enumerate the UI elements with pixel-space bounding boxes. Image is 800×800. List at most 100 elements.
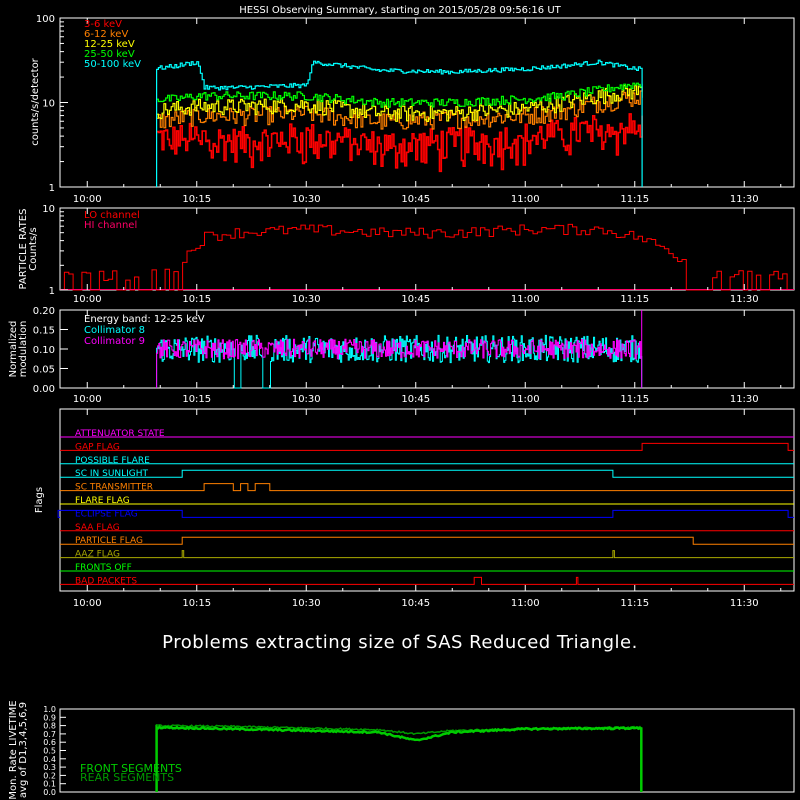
- panel2-xlabel-4: 11:00: [511, 294, 540, 305]
- panel5-ylabel-line1: Mon. Rate LIVETIME: [8, 700, 19, 799]
- panel2-xlabel-5: 11:15: [620, 294, 649, 305]
- panel3-xlabel-0: 10:00: [73, 394, 102, 405]
- panel4-xlabel-2: 10:30: [292, 598, 321, 609]
- series-line-50-100-kev: [156, 59, 643, 187]
- panel1-xlabel-4: 11:00: [511, 194, 540, 205]
- legend-rear-segments: REAR SEGMENTS: [80, 771, 174, 784]
- panel1-ylabel-tick-0: 1: [49, 183, 55, 194]
- panel4-xlabel-3: 10:45: [401, 598, 430, 609]
- series-line-rear-segments: [155, 724, 643, 792]
- panel3-ylabel-tick-3: 0.15: [33, 326, 55, 337]
- flag-line-aaz-flag: [60, 550, 794, 559]
- panel2-ylabel-tick-1: 10: [42, 204, 55, 215]
- series-line-25-50-kev: [156, 82, 643, 108]
- panel3-xlabel-3: 10:45: [401, 394, 430, 405]
- panel5-ylabel-tick-9: 0.9: [43, 713, 56, 722]
- panel2-xlabel-6: 11:30: [730, 294, 759, 305]
- panel3-energy-band: Energy band: 12-25 keV: [84, 314, 205, 325]
- legend-12-25-kev: 12-25 keV: [84, 39, 135, 50]
- panel-count-rates: 1 10 100 10:00 10:15 10:30 10:45 11:00 11:15 11:…: [30, 14, 795, 205]
- panel4-xlabel-0: 10:00: [73, 598, 102, 609]
- panel3-xlabel-4: 11:00: [511, 394, 540, 405]
- panel5-ylabel-tick-2: 0.2: [43, 771, 56, 780]
- panel-livetime: 0.00.10.20.30.40.50.60.70.80.91.0 Mon. R…: [8, 700, 795, 800]
- legend-collimator-9: Collimator 9: [84, 336, 145, 347]
- sas-error-message: Problems extracting size of SAS Reduced …: [162, 632, 638, 653]
- series-line-collimator-8: [156, 334, 643, 389]
- flag-line-bad-packets: [60, 576, 794, 585]
- flag-label-flare-flag: FLARE FLAG: [75, 496, 130, 506]
- panel2-ylabel: PARTICLE RATESCounts/s: [18, 209, 39, 290]
- panel1-ylabel: counts/s/detector: [30, 57, 41, 145]
- panel1-xlabel-0: 10:00: [73, 194, 102, 205]
- panel3-xlabel-5: 11:15: [620, 394, 649, 405]
- panel3-ylabel: Normalizedmodulation: [8, 321, 29, 378]
- panel4-frame: [59, 408, 795, 592]
- legend-collimator-8: Collimator 8: [84, 325, 145, 336]
- panel5-ylabel-tick-4: 0.4: [43, 755, 56, 764]
- panel3-xlabel-6: 11:30: [730, 394, 759, 405]
- panel1-ylabel-tick-1: 10: [42, 99, 55, 110]
- panel4-xlabel-6: 11:30: [730, 598, 759, 609]
- panel1-xlabel-1: 10:15: [182, 194, 211, 205]
- flag-label-eclipse-flag: ECLIPSE FLAG: [75, 509, 138, 519]
- panel2-frame: [59, 207, 795, 291]
- panel-flags: ATTENUATOR STATE GAP FLAG POSSIBLE FLARE SC…: [34, 408, 795, 609]
- series-line-12-25-kev: [156, 85, 643, 122]
- series-line-collimator-9: [156, 310, 643, 388]
- flag-label-sc-in-sunlight: SC IN SUNLIGHT: [75, 469, 149, 479]
- panel4-xlabel-4: 11:00: [511, 598, 540, 609]
- panel1-xlabel-5: 11:15: [620, 194, 649, 205]
- panel5-ylabel-tick-6: 0.6: [43, 738, 56, 747]
- panel1-xlabel-6: 11:30: [730, 194, 759, 205]
- flag-line-eclipse-flag: [57, 509, 794, 518]
- panel5-ylabel: Mon. Rate LIVETIMEavg of D1,3,4,5,6,9: [8, 700, 29, 799]
- flag-label-bad-packets: BAD PACKETS: [75, 576, 137, 586]
- flag-label-particle-flag: PARTICLE FLAG: [75, 536, 143, 546]
- series-line-3-6-kev: [156, 113, 643, 173]
- panel3-xlabel-1: 10:15: [182, 394, 211, 405]
- panel2-ylabel-tick-0: 1: [49, 286, 55, 297]
- panel4-ylabel: Flags: [34, 487, 45, 513]
- flag-label-saa-flag: SAA FLAG: [75, 523, 120, 533]
- panel5-ylabel-tick-3: 0.3: [43, 763, 56, 772]
- panel4-xlabel-5: 11:15: [620, 598, 649, 609]
- flag-label-fronts-off: FRONTS OFF: [75, 563, 132, 573]
- flag-label-attenuator-state: ATTENUATOR STATE: [75, 429, 165, 439]
- panel4-xlabel-1: 10:15: [182, 598, 211, 609]
- panel5-ylabel-tick-1: 0.1: [43, 780, 56, 789]
- panel3-ylabel-tick-4: 0.20: [33, 306, 55, 317]
- flag-label-aaz-flag: AAZ FLAG: [75, 550, 120, 560]
- panel3-ylabel-line1: Normalized: [8, 321, 19, 378]
- flag-line-gap-flag: [60, 442, 794, 451]
- legend-3-6-kev: 3-6 keV: [84, 19, 122, 30]
- series-line-front-segments: [155, 724, 643, 792]
- panel2-xlabel-3: 10:45: [401, 294, 430, 305]
- panel2-xlabel-0: 10:00: [73, 294, 102, 305]
- panel2-xlabel-2: 10:30: [292, 294, 321, 305]
- panel5-ylabel-tick-8: 0.8: [43, 722, 56, 731]
- panel3-ylabel-tick-1: 0.05: [33, 365, 55, 376]
- legend-front-segments: FRONT SEGMENTS: [80, 762, 182, 775]
- panel1-xlabel-2: 10:30: [292, 194, 321, 205]
- panel3-ylabel-line2: modulation: [18, 321, 29, 378]
- panel5-ylabel-tick-7: 0.7: [43, 730, 56, 739]
- chart-title: HESSI Observing Summary, starting on 201…: [239, 5, 561, 16]
- flag-line-sc-in-sunlight: [60, 469, 794, 478]
- panel3-xlabel-2: 10:30: [292, 394, 321, 405]
- panel1-ylabel-tick-2: 100: [36, 14, 55, 25]
- panel2-ylabel-line1: PARTICLE RATES: [18, 209, 29, 290]
- panel1-xlabel-3: 10:45: [401, 194, 430, 205]
- panel2-ylabel-line2: Counts/s: [28, 227, 39, 271]
- series-line-lo-channel: [60, 223, 788, 291]
- panel3-ylabel-tick-2: 0.10: [33, 345, 55, 356]
- panel5-ylabel-tick-5: 0.5: [43, 747, 56, 756]
- legend-50-100-kev: 50-100 keV: [84, 59, 141, 70]
- legend-6-12-kev: 6-12 keV: [84, 29, 128, 40]
- legend-25-50-kev: 25-50 keV: [84, 49, 135, 60]
- flag-line-particle-flag: [60, 536, 794, 545]
- flag-line-sc-transmitter: [60, 483, 794, 492]
- legend-hi-channel: HI channel: [84, 220, 137, 231]
- flag-label-sc-transmitter: SC TRANSMITTER: [75, 483, 153, 493]
- legend-lo-channel: LO channel: [84, 210, 140, 221]
